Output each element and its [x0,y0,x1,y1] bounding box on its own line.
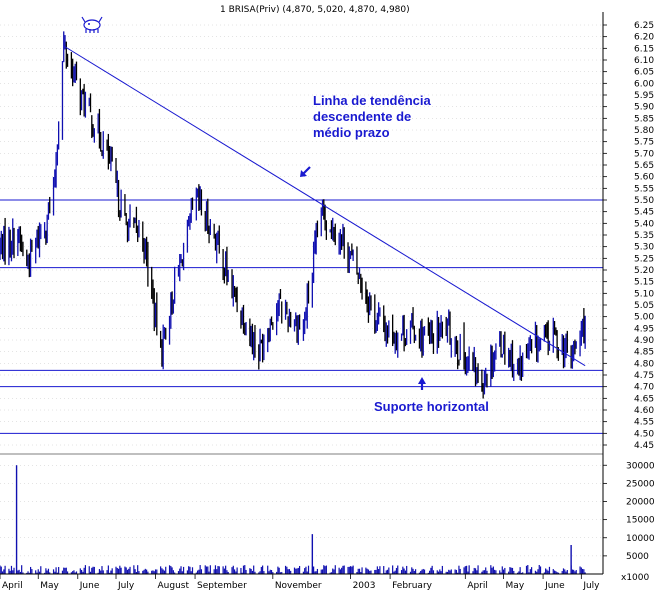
volume-tick-label: 15000 [626,516,655,526]
month-axis: April May June July August September November 2… [0,574,600,591]
month-tick-label: May [40,581,59,591]
price-tick-label: 4.45 [634,441,654,451]
price-tick-label: 6.00 [634,79,654,89]
price-tick-label: 5.00 [634,313,654,323]
chart-title: 1 BRISA(Priv) (4,870, 5,020, 4,870, 4,98… [220,5,410,15]
price-tick-label: 6.15 [634,44,654,54]
volume-unit-label: x1000 [621,573,650,583]
month-tick-label: November [275,581,322,591]
support-annotation: Suporte horizontal [374,377,489,414]
month-tick-label: September [197,581,247,591]
month-tick-label: June [544,581,565,591]
price-tick-label: 4.65 [634,394,654,404]
volume-tick-label: 25000 [626,479,655,489]
price-tick-label: 6.05 [634,68,654,78]
month-tick-label: July [117,581,135,591]
price-tick-label: 4.50 [634,429,654,439]
price-tick-label: 5.35 [634,231,654,241]
arrow-down-left-icon [300,166,311,177]
price-tick-label: 5.70 [634,149,654,159]
price-tick-label: 5.60 [634,173,654,183]
price-tick-label: 5.30 [634,243,654,253]
price-tick-label: 4.90 [634,336,654,346]
price-tick-label: 4.95 [634,324,654,334]
price-tick-label: 5.20 [634,266,654,276]
price-tick-label: 5.25 [634,254,654,264]
price-tick-label: 4.55 [634,418,654,428]
price-tick-label: 4.60 [634,406,654,416]
month-tick-label: July [582,581,600,591]
price-tick-label: 4.70 [634,383,654,393]
volume-tick-label: 30000 [626,461,655,471]
price-tick-label: 4.75 [634,371,654,381]
month-tick-label: June [79,581,100,591]
support-resistance-lines [0,199,603,434]
volume-tick-label: 5000 [626,552,649,562]
month-tick-label: April [2,581,23,591]
trendline-group [63,45,586,367]
price-tick-label: 6.10 [634,56,654,66]
price-tick-label: 5.95 [634,91,654,101]
price-tick-label: 6.25 [634,21,654,31]
price-tick-label: 5.80 [634,126,654,136]
trendline-label-line-1: Linha de tendência [313,93,432,108]
volume-tick-label: 20000 [626,498,655,508]
volume-axis: 30000 25000 20000 15000 10000 5000 [603,461,655,562]
volume-grid [0,465,603,557]
price-tick-label: 5.15 [634,278,654,288]
price-tick-label: 5.50 [634,196,654,206]
trendline-label-line-3: médio prazo [313,125,390,140]
trendline-annotation: Linha de tendência descendente de médio … [300,93,432,177]
price-tick-label: 4.80 [634,359,654,369]
price-tick-label: 5.10 [634,289,654,299]
price-tick-label: 5.45 [634,208,654,218]
trendline-label-line-2: descendente de [313,109,411,124]
price-tick-label: 4.85 [634,348,654,358]
price-tick-label: 5.40 [634,219,654,229]
price-tick-label: 5.75 [634,138,654,148]
bull-logo-icon [81,16,103,33]
month-tick-label: 2003 [353,581,376,591]
month-tick-label: August [158,581,190,591]
volume-bars [0,465,586,574]
trendline [63,45,586,367]
support-label: Suporte horizontal [374,399,489,414]
price-tick-label: 5.85 [634,114,654,124]
price-tick-label: 5.90 [634,103,654,113]
price-bars [0,31,586,399]
month-tick-label: April [467,581,488,591]
price-axis: 6.25 6.206.15 6.10 6.056.00 5.95 5.905.85 5.80… [603,21,654,451]
price-tick-label: 5.65 [634,161,654,171]
month-tick-label: May [506,581,525,591]
volume-tick-label: 10000 [626,534,655,544]
price-tick-label: 6.20 [634,33,654,43]
arrow-up-icon [418,377,426,390]
price-tick-label: 5.55 [634,184,654,194]
price-tick-label: 5.05 [634,301,654,311]
month-tick-label: February [392,581,433,591]
